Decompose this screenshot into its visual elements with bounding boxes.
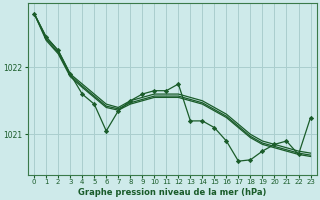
X-axis label: Graphe pression niveau de la mer (hPa): Graphe pression niveau de la mer (hPa) xyxy=(78,188,267,197)
